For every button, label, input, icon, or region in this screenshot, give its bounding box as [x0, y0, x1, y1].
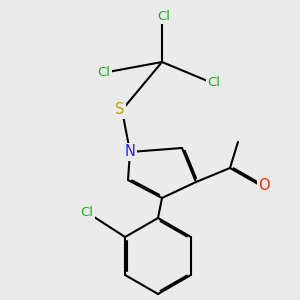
Text: O: O — [258, 178, 270, 194]
Text: Cl: Cl — [98, 65, 110, 79]
Text: S: S — [115, 103, 125, 118]
Text: N: N — [124, 145, 135, 160]
Text: Cl: Cl — [81, 206, 94, 220]
Text: Cl: Cl — [158, 10, 170, 22]
Text: Cl: Cl — [208, 76, 220, 88]
